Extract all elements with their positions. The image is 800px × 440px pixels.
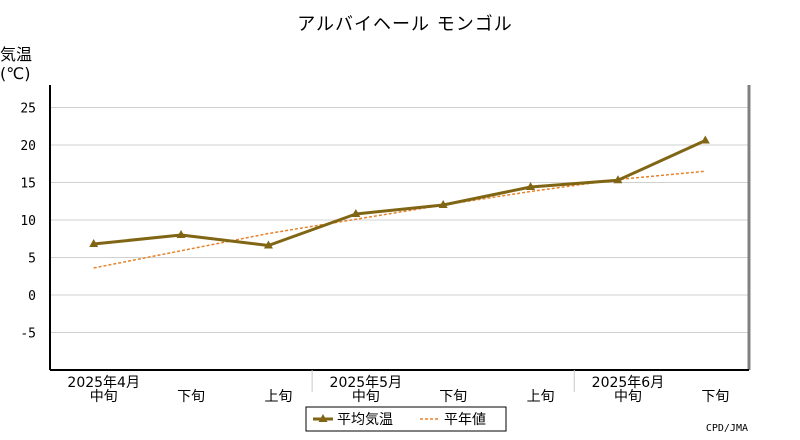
data-point-avg — [613, 175, 623, 184]
data-point-avg — [89, 239, 99, 247]
y-tick-label: 15 — [20, 177, 36, 192]
y-axis-unit: (℃) — [0, 64, 30, 83]
month-label: 2025年6月 — [592, 375, 665, 391]
data-point-avg — [438, 200, 448, 208]
y-tick-label: -5 — [20, 327, 36, 342]
y-tick-labels: 25 20 15 10 5 0 -5 — [20, 102, 36, 342]
y-axis-label: 気温 — [0, 45, 32, 64]
legend-label-normal: 平年値 — [444, 412, 486, 428]
data-point-avg — [176, 230, 186, 238]
y-tick-label: 10 — [20, 214, 36, 229]
series-line-avg — [93, 139, 706, 247]
chart-title: アルバイヘール モンゴル — [297, 14, 513, 35]
y-tick-label: 20 — [20, 139, 36, 154]
grid-lines — [50, 107, 749, 333]
legend-label-avg: 平均気温 — [337, 412, 393, 428]
data-point-avg — [351, 209, 361, 217]
credit-label: CPD/JMA — [706, 423, 748, 434]
legend: 平均気温 平年値 — [305, 406, 507, 432]
x-tick-label: 中旬 — [614, 389, 642, 405]
series-group — [89, 135, 710, 269]
legend-box — [305, 406, 507, 432]
plot-frame — [49, 85, 751, 392]
month-label: 2025年4月 — [67, 375, 140, 391]
x-tick-label: 下旬 — [439, 389, 467, 405]
month-label: 2025年5月 — [330, 375, 403, 391]
y-tick-label: 25 — [20, 102, 36, 117]
data-point-avg — [263, 240, 273, 249]
x-tick-label: 中旬 — [352, 389, 380, 405]
x-tick-label: 下旬 — [701, 389, 729, 405]
legend-marker-avg — [318, 414, 328, 422]
x-tick-label: 上旬 — [264, 389, 292, 405]
y-tick-label: 5 — [28, 252, 36, 267]
data-point-avg — [700, 135, 710, 144]
y-tick-label: 0 — [28, 289, 36, 304]
x-tick-label: 上旬 — [527, 389, 555, 405]
x-tick-label: 下旬 — [177, 389, 205, 405]
data-point-avg — [526, 182, 536, 190]
x-tick-label: 中旬 — [90, 389, 118, 405]
